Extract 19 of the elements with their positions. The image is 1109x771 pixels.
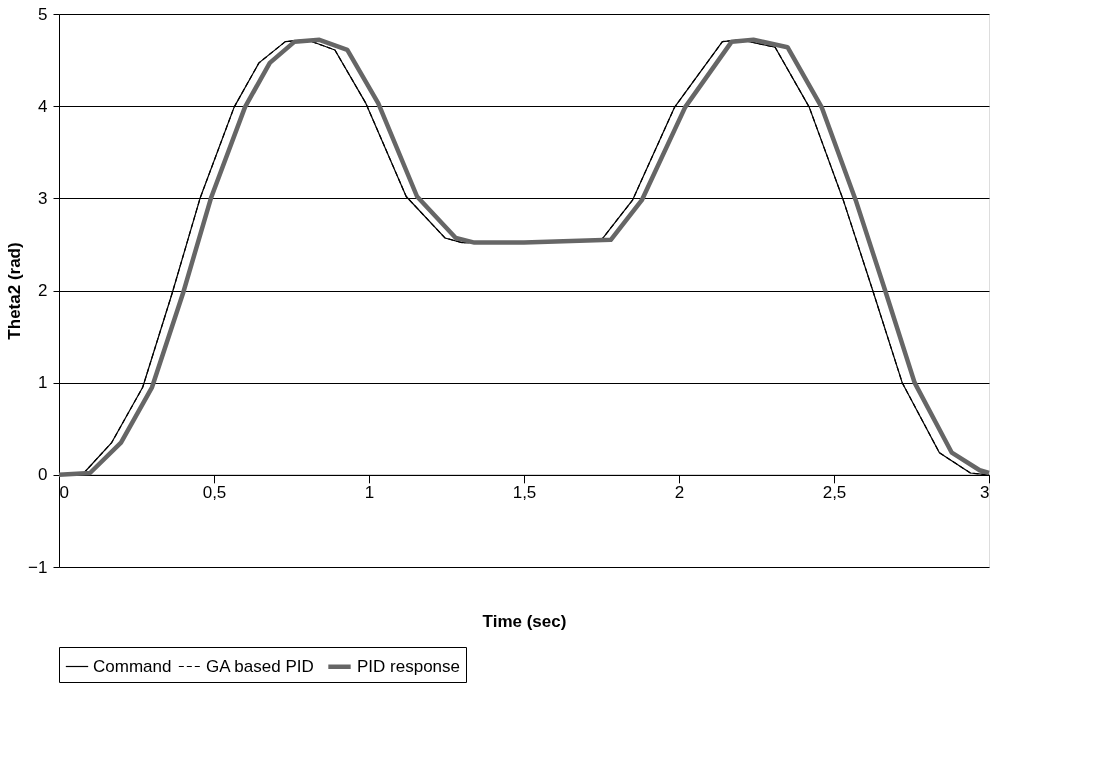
y-tick-label: 3 [38,188,48,208]
y-tick-label: 0 [38,465,48,485]
y-tick-label: 4 [38,96,48,116]
x-tick-label: 2,5 [822,483,847,503]
legend-label: PID response [357,656,460,676]
y-tick-label: 2 [38,281,48,300]
y-tick-label: 5 [38,4,48,24]
x-tick-label: 2 [674,483,685,503]
y-axis-title: Theta2 (rad) [5,242,25,340]
legend-label: GA based PID [206,656,314,676]
x-tick-label: 1,5 [512,483,537,503]
y-tick-label: 1 [38,373,48,393]
x-tick-label: 0,5 [202,483,227,503]
x-tick-label: 0 [59,483,69,503]
x-tick-label: 3 [980,483,990,503]
y-tick-label: −1 [28,557,48,577]
legend-label: Command [93,656,172,676]
x-tick-label: 1 [364,483,375,503]
x-axis-title: Time (sec) [482,611,567,631]
